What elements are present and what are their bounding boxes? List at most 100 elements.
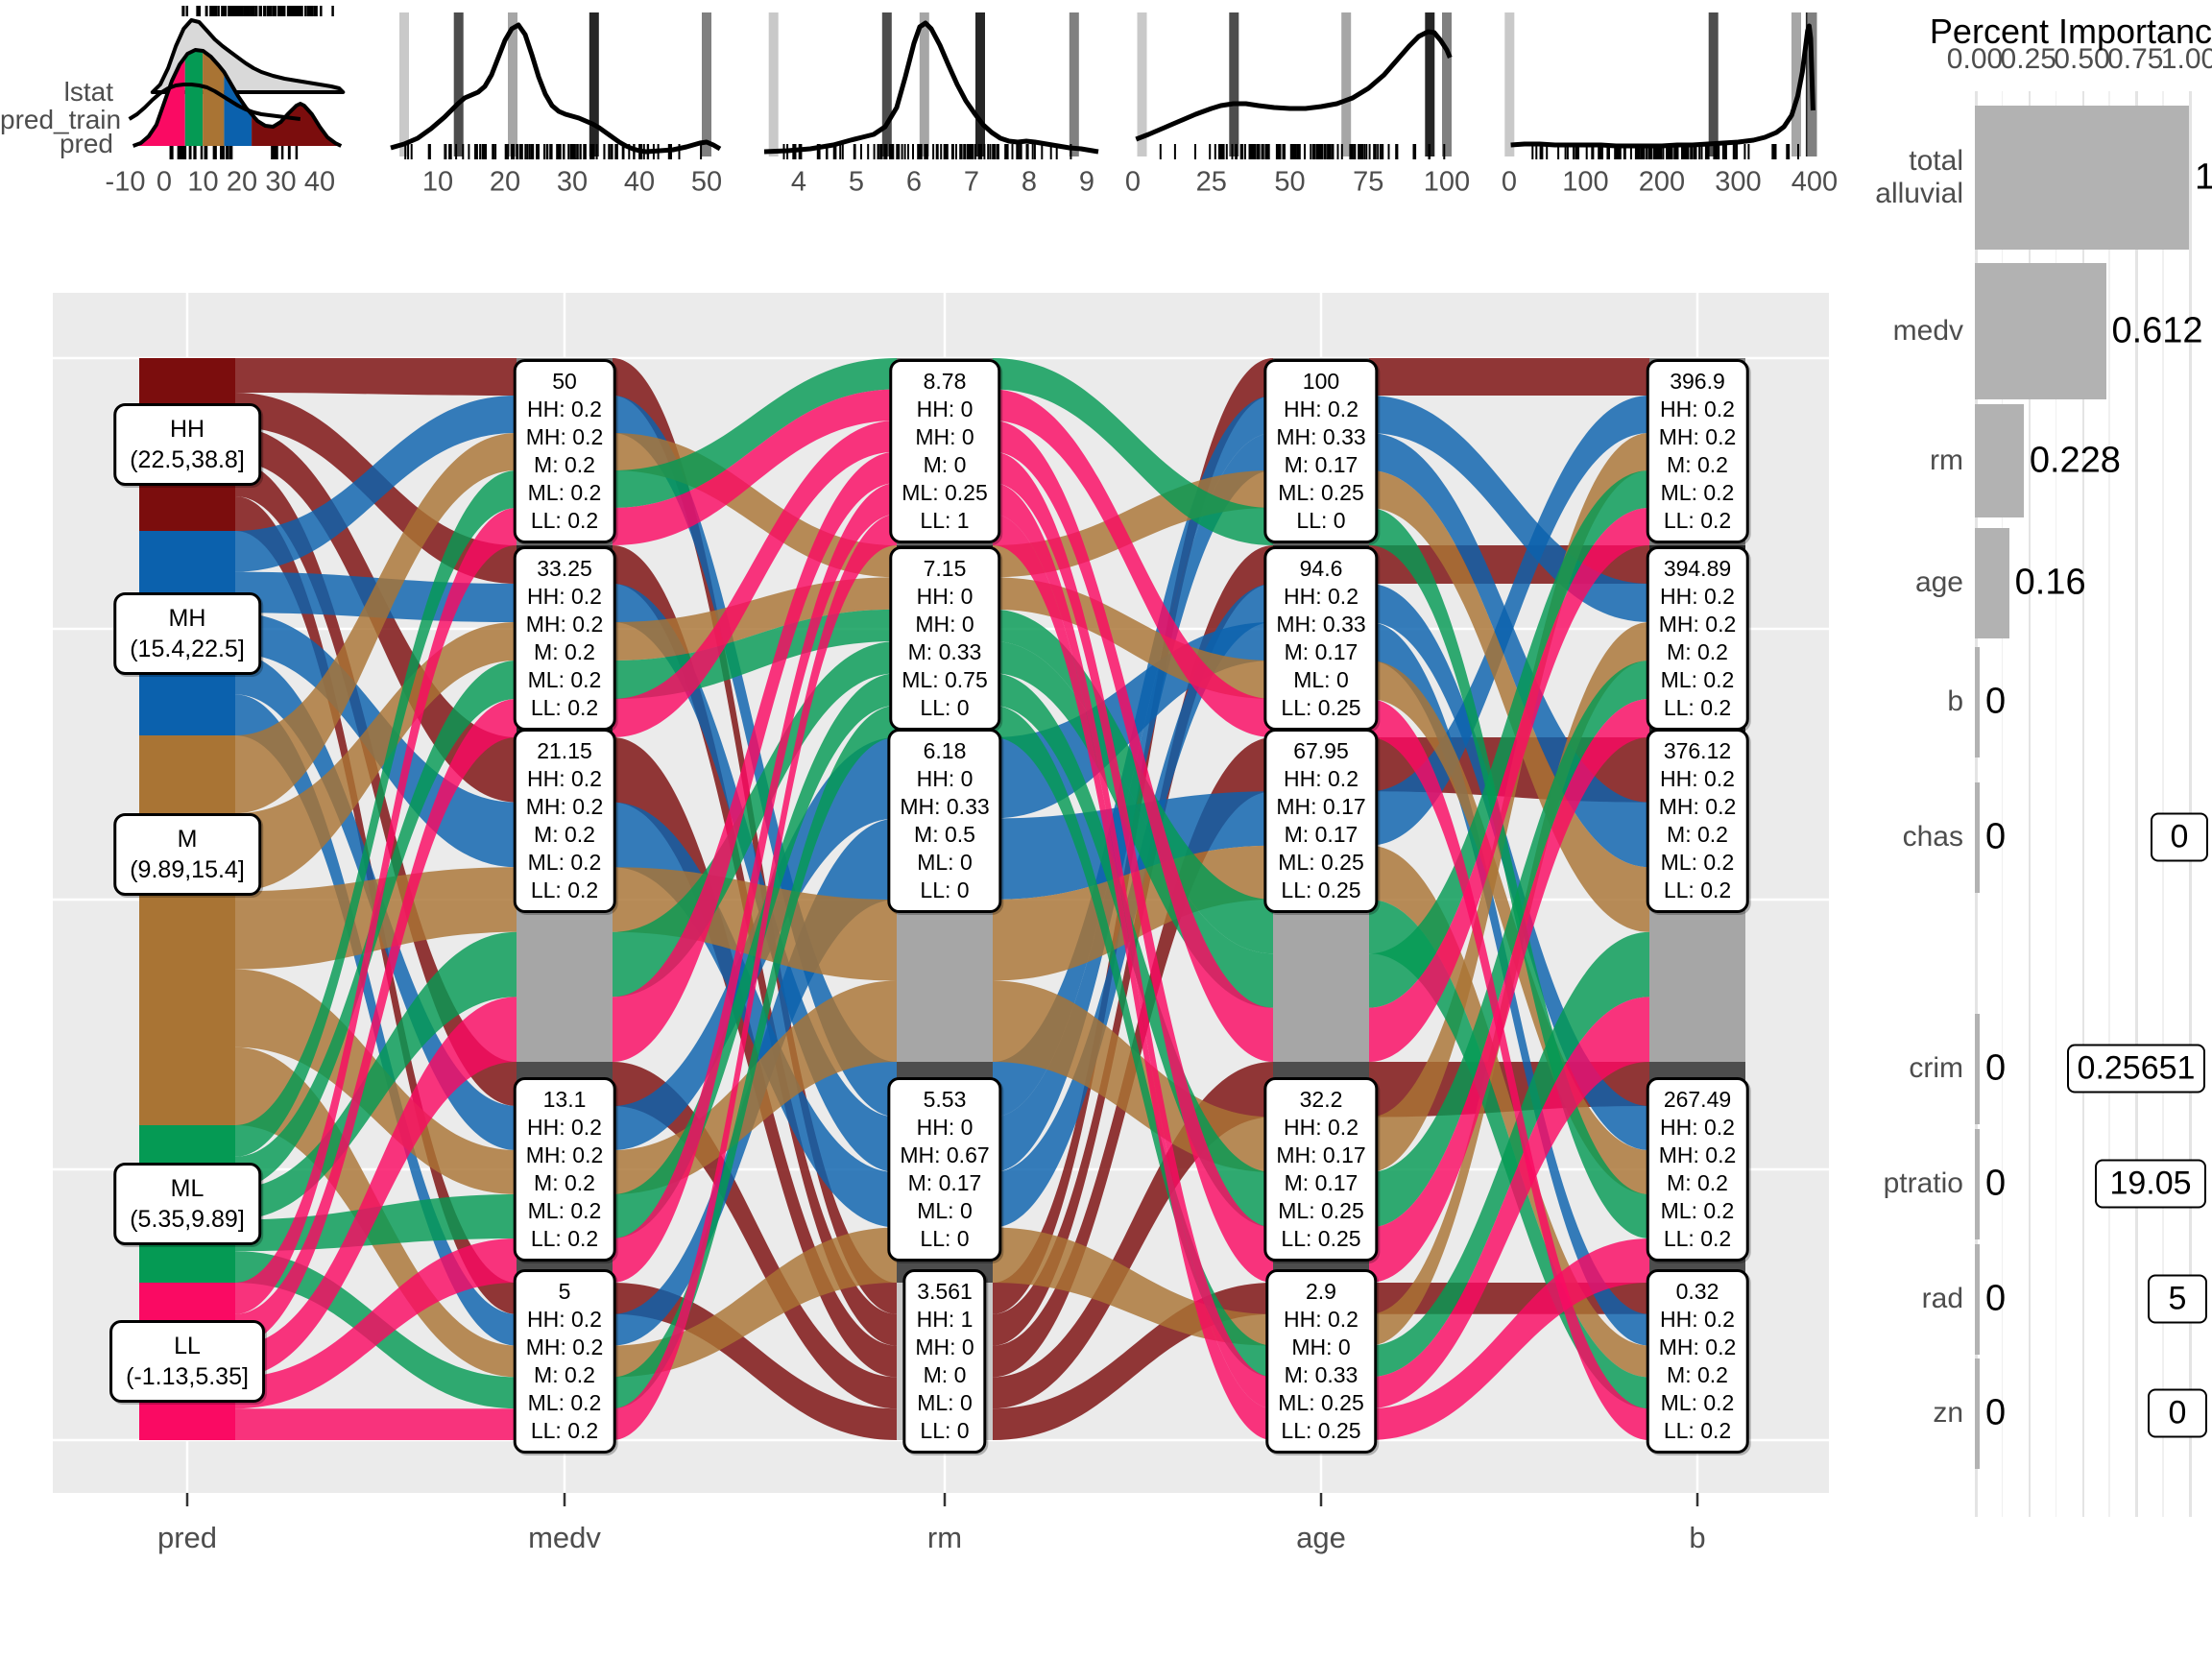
stratum-composition: LL: 0 <box>920 695 970 720</box>
importance-row-label-crim: crim <box>1909 1052 1963 1084</box>
marginal-tick-rm: 6 <box>905 166 923 198</box>
stratum-value: 8.78 <box>923 369 967 394</box>
stratum-composition: HH: 0.2 <box>1660 397 1735 421</box>
importance-value: 0.228 <box>2029 440 2121 481</box>
flow-ribbon-LL <box>993 389 1273 737</box>
pred-stratum-label: LL (-1.13,5.35] <box>109 1320 265 1403</box>
marginal-tick-medv: 50 <box>690 166 723 198</box>
flow-ribbon-LL <box>613 514 897 1440</box>
density-pred-segment-LL <box>132 57 185 146</box>
stratum-value: 100 <box>1302 369 1340 394</box>
marginal-tick-rm: 4 <box>790 166 807 198</box>
importance-value: 0 <box>1985 816 2007 857</box>
stratum-composition: M: 0.17 <box>1284 822 1358 847</box>
flow-ribbon-LL <box>235 508 517 1314</box>
importance-gridline <box>2081 91 2084 1517</box>
stratum-label-b: 376.12 HH: 0.2 MH: 0.2 M: 0.2 ML: 0.2 LL: 0.2 <box>1646 729 1749 913</box>
importance-value: 0.612 <box>2111 310 2203 351</box>
stratum-value: 21.15 <box>537 738 592 763</box>
density-pred-segment-ML <box>184 50 204 146</box>
stratum-composition: LL: 0.2 <box>1663 1418 1732 1443</box>
importance-axis-tick: 0.00 <box>1946 43 2004 75</box>
stratum-composition: LL: 0.25 <box>1281 695 1361 720</box>
pred-stratum-label: MH (15.4,22.5] <box>113 592 261 675</box>
stratum-composition: MH: 0.2 <box>1658 424 1737 449</box>
marginal-tick-medv: 10 <box>421 166 454 198</box>
stratum-composition: ML: 0.75 <box>902 667 988 692</box>
stratum-composition: HH: 0 <box>916 397 974 421</box>
stratum-composition: M: 0.33 <box>907 639 982 664</box>
flow-ribbon-ML <box>235 1194 517 1252</box>
importance-bar-b <box>1975 646 1980 757</box>
importance-bar-ptratio <box>1975 1128 1980 1239</box>
flow-ribbon-LL <box>993 451 1273 1283</box>
flow-ribbon-HH <box>613 1062 897 1409</box>
density-pred-outline <box>132 48 343 148</box>
stratum-composition: HH: 0.2 <box>1660 584 1735 609</box>
stratum-composition: HH: 0.2 <box>1660 766 1735 791</box>
stratum-label-medv: 50 HH: 0.2 MH: 0.2 M: 0.2 ML: 0.2 LL: 0.2 <box>513 359 616 543</box>
flow-ribbon-ML <box>613 673 897 1238</box>
alluvial-flows <box>235 358 1649 1440</box>
flow-ribbon-ML <box>993 641 1273 1008</box>
stratum-composition: HH: 0.2 <box>1284 397 1358 421</box>
flow-ribbon-HH <box>235 462 517 1106</box>
importance-bar-age <box>1975 527 2009 638</box>
marginal-tick-age: 75 <box>1353 166 1384 198</box>
importance-row-label-zn: zn <box>1933 1397 1963 1429</box>
flow-ribbon-LL <box>993 483 1273 1409</box>
stratum-composition: HH: 1 <box>916 1307 974 1332</box>
marginal-side-label: lstat <box>63 77 113 107</box>
importance-gridline <box>2108 91 2110 1517</box>
stratum-composition: ML: 0.25 <box>902 480 988 505</box>
stratum-value: 50 <box>552 369 577 394</box>
importance-gridline <box>2189 91 2192 1517</box>
flow-ribbon-M <box>613 867 897 981</box>
stratum-composition: M: 0.5 <box>914 822 975 847</box>
stratum-label-age: 2.9 HH: 0.2 MH: 0 M: 0.33 ML: 0.25 LL: 0.25 <box>1265 1269 1377 1454</box>
stratum-composition: M: 0 <box>923 1362 967 1387</box>
marginal-tick-rm: 9 <box>1078 166 1095 198</box>
stratum-value: 33.25 <box>537 556 592 581</box>
marginal-tick-pred: 10 <box>187 166 219 198</box>
flow-ribbon-LL <box>1369 1238 1649 1440</box>
stratum-label-rm: 8.78 HH: 0 MH: 0 M: 0 ML: 0.25 LL: 1 <box>889 359 1000 543</box>
stratum-composition: MH: 0.2 <box>525 1334 604 1359</box>
stratum-composition: ML: 0.2 <box>527 1198 602 1223</box>
stratum-composition: ML: 0 <box>917 1390 973 1415</box>
marginal-tick-age: 50 <box>1274 166 1306 198</box>
marginal-tick-b: 400 <box>1791 166 1839 198</box>
importance-annotation-box: 5 <box>2148 1274 2207 1324</box>
stratum-value: 7.15 <box>923 556 967 581</box>
importance-axis-tick: 0.75 <box>2107 43 2164 75</box>
flow-ribbon-MH <box>235 396 517 572</box>
stratum-composition: ML: 0.2 <box>1660 1198 1735 1223</box>
stratum-label-age: 94.6 HH: 0.2 MH: 0.33 M: 0.17 ML: 0 LL: 0.25 <box>1263 546 1379 731</box>
importance-value: 0 <box>1985 1392 2007 1433</box>
pred-stratum-label: HH (22.5,38.8] <box>113 403 261 486</box>
stratum-composition: HH: 0.2 <box>1284 584 1358 609</box>
stratum-composition: ML: 0.2 <box>1660 667 1735 692</box>
importance-value: 0.16 <box>2014 562 2086 603</box>
stratum-composition: LL: 0 <box>920 1226 970 1251</box>
alluvial-axis-label: medv <box>528 1521 601 1554</box>
importance-value: 1 <box>2195 156 2212 198</box>
importance-gridline <box>2028 91 2032 1517</box>
importance-annotation-box: 0.25651 <box>2067 1044 2205 1094</box>
stratum-composition: ML: 0.2 <box>1660 480 1735 505</box>
flow-ribbon-M <box>1369 470 1649 932</box>
flow-ribbon-LL <box>993 514 1273 1440</box>
stratum-composition: MH: 0 <box>915 612 974 637</box>
stratum-label-rm: 6.18 HH: 0 MH: 0.33 M: 0.5 ML: 0 LL: 0 <box>887 729 1002 913</box>
density-pred-train <box>128 83 301 121</box>
pred-stratum-label: ML (5.35,9.89] <box>113 1163 261 1245</box>
stratum-composition: M: 0.17 <box>1284 1170 1358 1195</box>
alluvial-axis-label: pred <box>156 1521 218 1554</box>
stratum-value: 5.53 <box>923 1087 967 1112</box>
pred-range: (22.5,38.8] <box>130 446 245 473</box>
stratum-composition: MH: 0.2 <box>525 1142 604 1167</box>
importance-row-label-rm: rm <box>1930 445 1963 476</box>
stratum-composition: LL: 0.25 <box>1281 1418 1361 1443</box>
pred-category: M <box>177 826 198 853</box>
stratum-composition: HH: 0.2 <box>1660 1115 1735 1140</box>
